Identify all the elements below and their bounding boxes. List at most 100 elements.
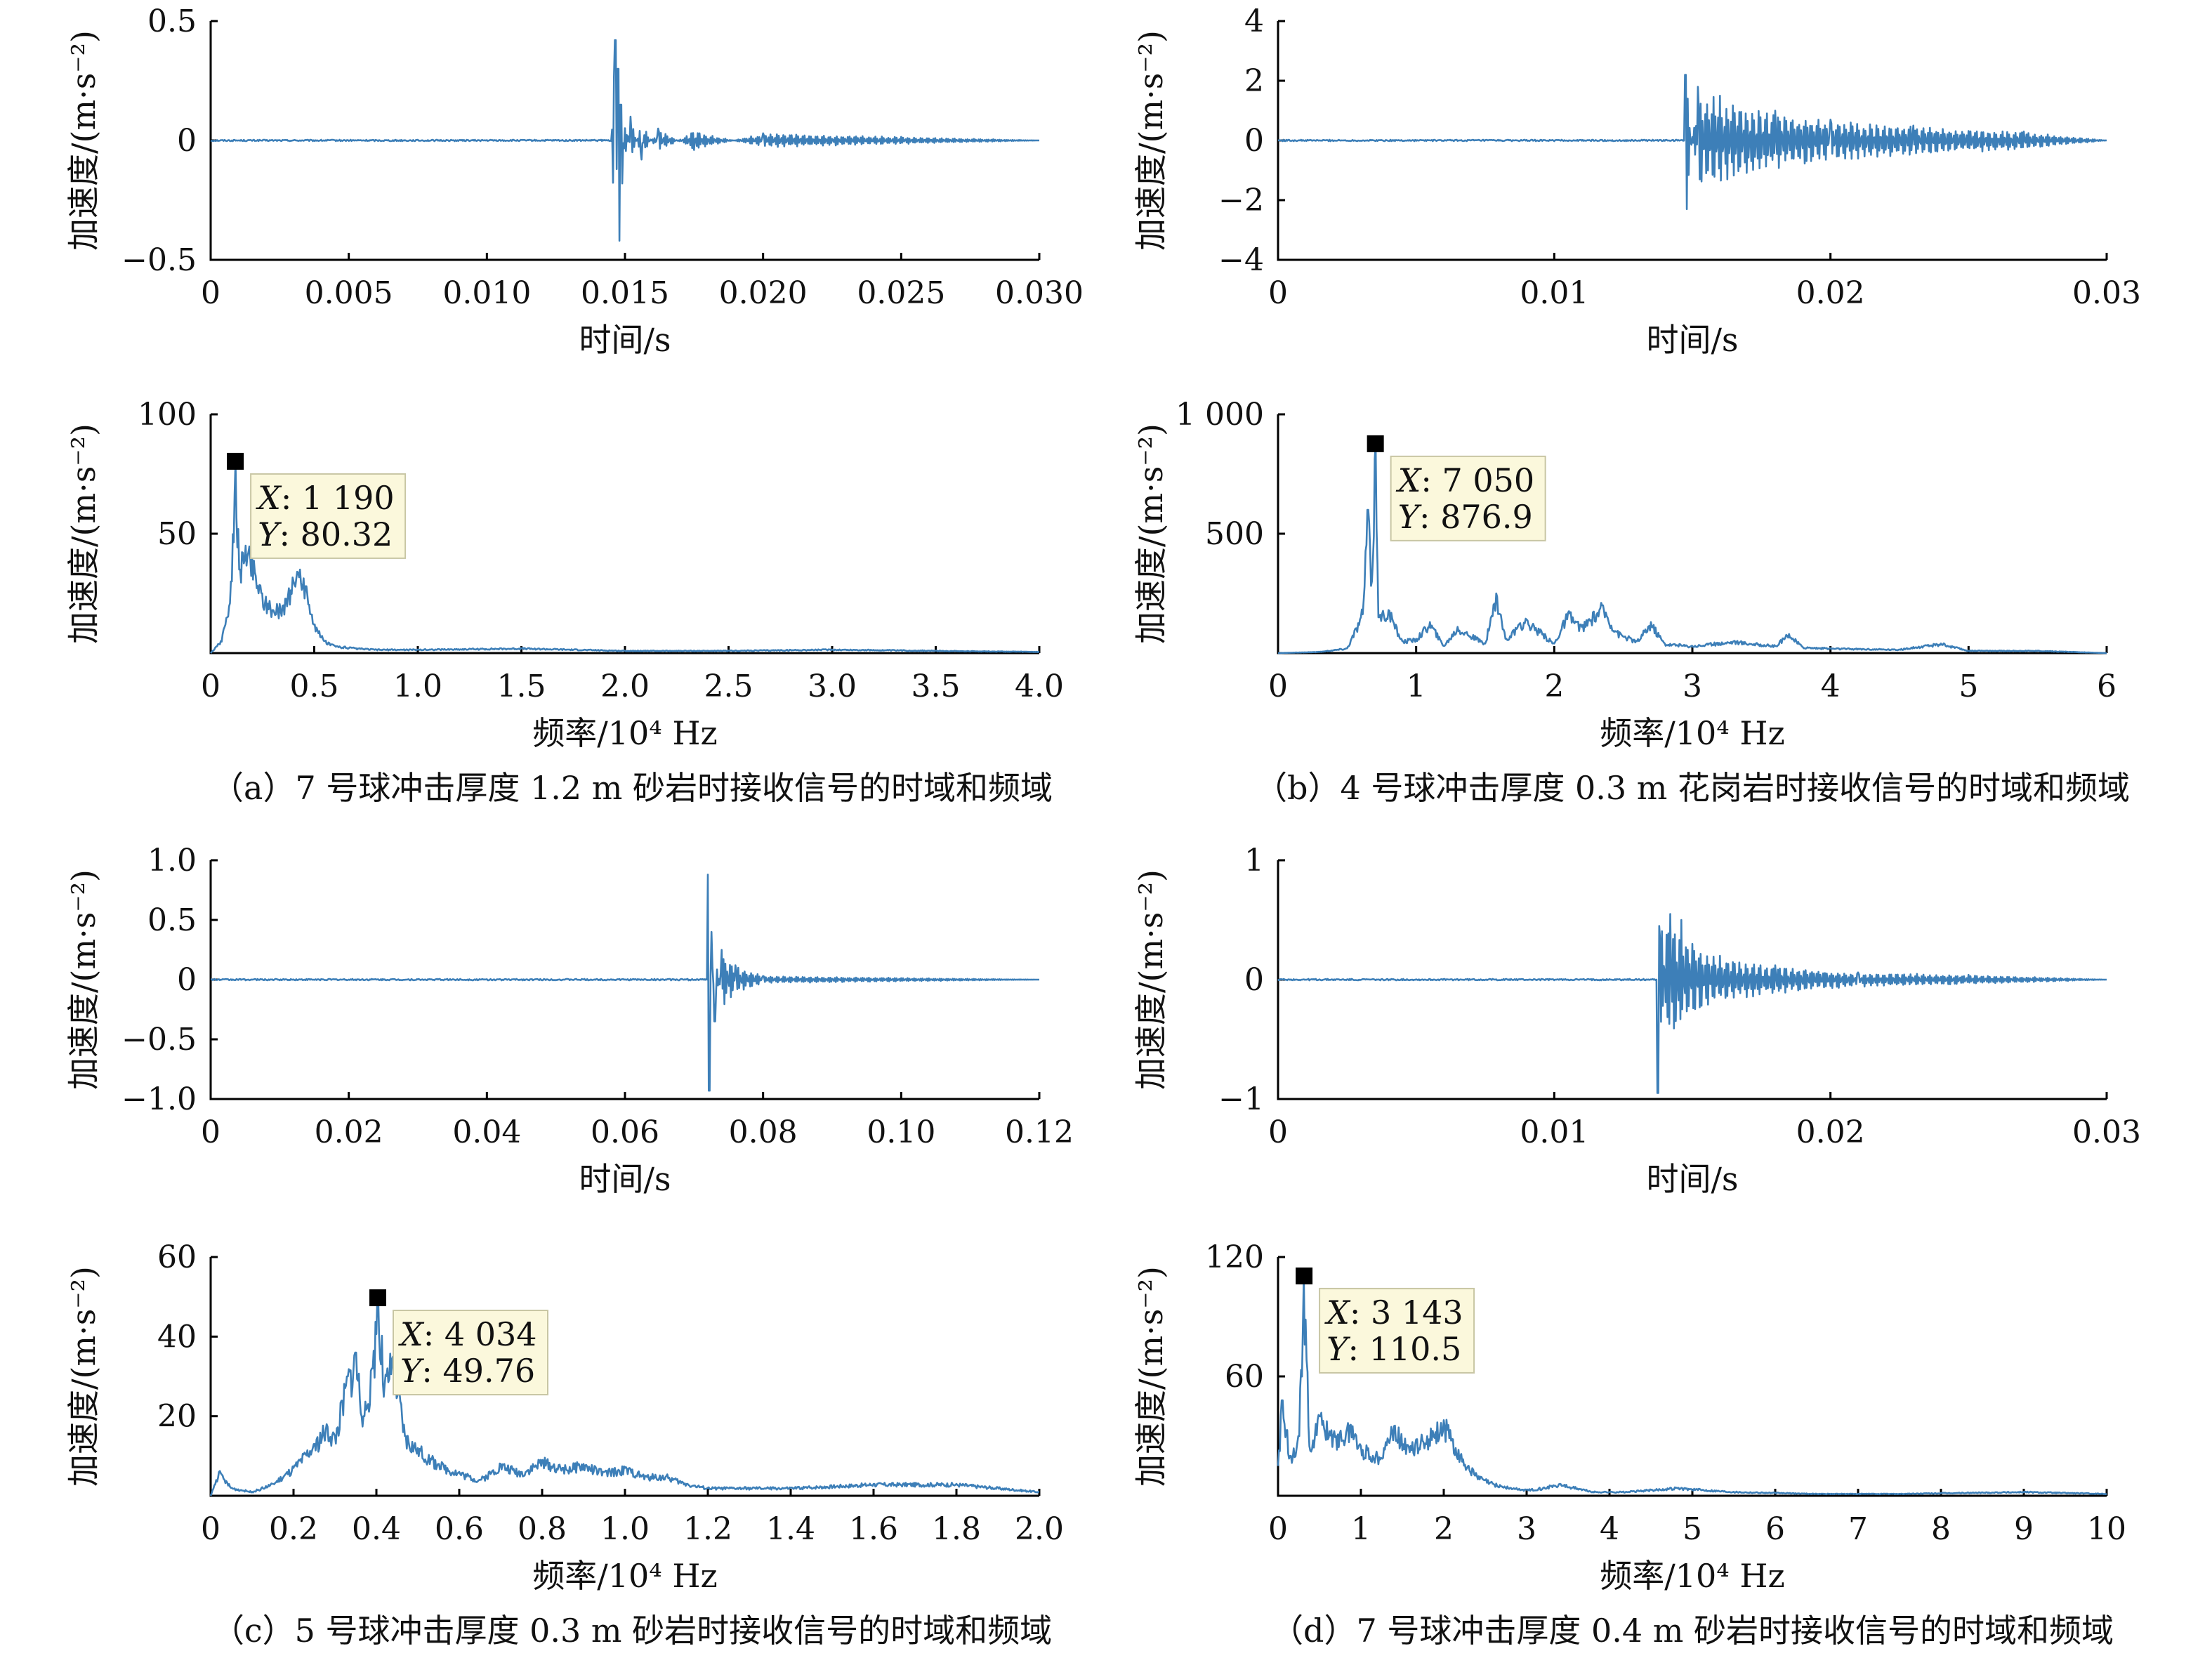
y-tick-label: 50 [157, 516, 197, 552]
y-tick-label: −1.0 [121, 1081, 197, 1117]
y-tick-label: −0.5 [121, 242, 197, 278]
x-axis-label: 时间/s [579, 1160, 671, 1198]
x-tick-label: 0.06 [591, 1114, 659, 1150]
x-tick-label: 6 [2097, 669, 2116, 704]
datatip-x: X: 7 050 [1396, 461, 1535, 499]
y-axis-label: 加速度/(m·s⁻²) [1132, 869, 1170, 1090]
x-tick-label: 0.4 [352, 1511, 401, 1547]
x-tick-label: 3 [1683, 669, 1702, 704]
x-tick-label: 0.5 [290, 669, 339, 704]
x-tick-label: 0 [1268, 1114, 1288, 1150]
x-tick-label: 0 [201, 275, 220, 311]
peak-marker [369, 1289, 387, 1307]
datatip-box [1319, 1287, 1475, 1374]
x-tick-label: 1.6 [849, 1511, 898, 1547]
x-tick-label: 7 [1848, 1511, 1868, 1547]
x-tick-label: 0 [1268, 275, 1288, 311]
x-axis-label: 时间/s [1646, 321, 1738, 359]
chart-a-freq: 0 0.5 1.0 1.5 2.0 2.5 3.0 3.5 4.0 50 100 频率/10⁴ Hz 加… [65, 397, 1064, 752]
x-tick-label: 1 [1407, 669, 1426, 704]
y-axis-label: 加速度/(m·s⁻²) [1132, 423, 1170, 644]
x-tick-label: 2.0 [600, 669, 650, 704]
y-tick-label: 0 [1244, 123, 1264, 159]
y-tick-label: 500 [1205, 516, 1264, 552]
x-tick-label: 8 [1931, 1511, 1951, 1547]
x-tick-label: 0.10 [867, 1114, 935, 1150]
datatip-y: Y: 49.76 [400, 1352, 535, 1390]
x-tick-label: 3.0 [808, 669, 857, 704]
y-axis-label: 加速度/(m·s⁻²) [65, 1266, 103, 1487]
y-axis-label: 加速度/(m·s⁻²) [1132, 30, 1170, 251]
y-tick-label: 1 [1244, 843, 1264, 879]
x-tick-label: 1.0 [600, 1511, 650, 1547]
caption-c: （c）5 号球冲击厚度 0.3 m 砂岩时接收信号的时域和频域 [212, 1612, 1052, 1650]
x-tick-label: 0.03 [2072, 1114, 2141, 1150]
x-tick-label: 0.2 [269, 1511, 318, 1547]
y-tick-label: 1 000 [1176, 397, 1264, 433]
x-tick-label: 0.04 [452, 1114, 521, 1150]
datatip-box [1390, 455, 1546, 541]
caption-b: （b）4 号球冲击厚度 0.3 m 花岗岩时接收信号的时域和频域 [1255, 769, 2130, 807]
x-tick-label: 9 [2014, 1511, 2034, 1547]
y-tick-label: 0 [1244, 962, 1264, 998]
peak-marker [227, 452, 244, 470]
x-tick-label: 0.01 [1520, 1114, 1588, 1150]
x-tick-label: 0 [1268, 669, 1288, 704]
y-axis-label: 加速度/(m·s⁻²) [65, 423, 103, 644]
signal-trace [210, 39, 1039, 242]
x-tick-label: 1.2 [683, 1511, 732, 1547]
x-tick-label: 10 [2087, 1511, 2126, 1547]
chart-c-time: 0 0.02 0.04 0.06 0.08 0.10 0.12 −1.0 −0.5 0 0.5 1.0… [65, 843, 1074, 1198]
x-tick-label: 1 [1351, 1511, 1371, 1547]
y-axis-label: 加速度/(m·s⁻²) [65, 869, 103, 1090]
x-tick-label: 0.03 [2072, 275, 2141, 311]
x-tick-label: 0 [201, 1114, 220, 1150]
x-tick-label: 0.8 [518, 1511, 567, 1547]
x-tick-label: 2.5 [704, 669, 753, 704]
y-tick-label: 4 [1244, 4, 1264, 39]
x-tick-label: 3 [1517, 1511, 1536, 1547]
x-axis-label: 频率/10⁴ Hz [532, 714, 717, 752]
x-tick-label: 0.02 [315, 1114, 383, 1150]
x-axis-label: 频率/10⁴ Hz [532, 1557, 717, 1595]
x-tick-label: 2.0 [1015, 1511, 1064, 1547]
x-axis-label: 时间/s [1646, 1160, 1738, 1198]
signal-trace [211, 874, 1039, 1092]
x-tick-label: 0 [201, 669, 220, 704]
caption-d: （d）7 号球冲击厚度 0.4 m 砂岩时接收信号的时域和频域 [1271, 1612, 2114, 1650]
y-axis-label: 加速度/(m·s⁻²) [1132, 1266, 1170, 1487]
y-tick-label: 0.5 [147, 4, 197, 39]
y-tick-label: 0 [177, 123, 197, 159]
y-tick-label: 100 [138, 397, 197, 433]
signal-trace [1277, 1275, 2107, 1496]
x-tick-label: 4 [1600, 1511, 1619, 1547]
x-tick-label: 0.030 [995, 275, 1084, 311]
x-tick-label: 1.4 [766, 1511, 815, 1547]
y-tick-label: 60 [1225, 1359, 1264, 1395]
y-tick-label: −0.5 [121, 1022, 197, 1058]
x-axis-label: 频率/10⁴ Hz [1600, 714, 1784, 752]
axis-frame [209, 1257, 1039, 1497]
datatip-x: X: 1 190 [256, 479, 395, 517]
x-tick-label: 0.015 [581, 275, 669, 311]
y-axis-label: 加速度/(m·s⁻²) [65, 30, 103, 251]
y-tick-label: 1.0 [147, 843, 197, 879]
x-tick-label: 0 [1268, 1511, 1288, 1547]
x-tick-label: 4.0 [1015, 669, 1064, 704]
caption-a: （a）7 号球冲击厚度 1.2 m 砂岩时接收信号的时域和频域 [211, 769, 1053, 807]
x-tick-label: 0.02 [1796, 1114, 1865, 1150]
x-tick-label: 2 [1434, 1511, 1454, 1547]
chart-b-time: 0 0.01 0.02 0.03 −4 −2 0 2 4 时间/s 加速度/(m·s⁻²) [1132, 4, 2141, 359]
y-tick-label: 0.5 [147, 902, 197, 938]
datatip-y: Y: 80.32 [258, 515, 393, 553]
y-tick-label: 120 [1205, 1239, 1264, 1275]
y-tick-label: 60 [157, 1239, 197, 1275]
x-tick-label: 2 [1544, 669, 1564, 704]
signal-trace [1277, 74, 2107, 211]
peak-marker [1296, 1267, 1313, 1284]
signal-trace [209, 460, 1040, 654]
y-tick-label: 0 [177, 962, 197, 998]
y-tick-label: −2 [1218, 183, 1264, 218]
